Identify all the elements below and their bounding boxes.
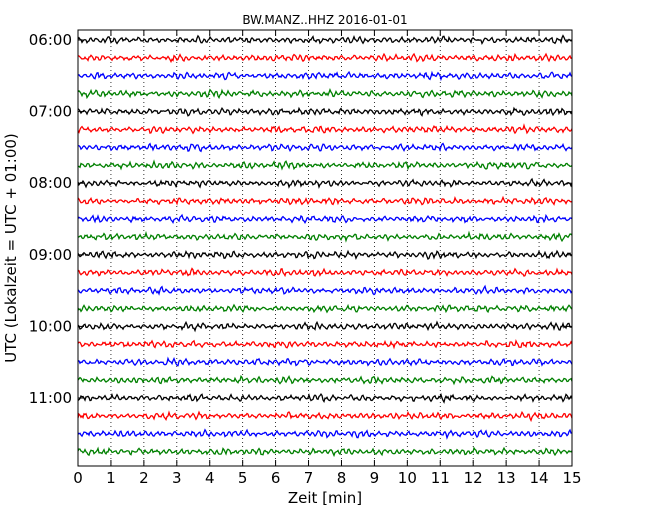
x-tick-label: 10 bbox=[398, 469, 417, 487]
x-tick-label: 3 bbox=[172, 469, 182, 487]
x-tick-label: 0 bbox=[73, 469, 83, 487]
trace-1015 bbox=[77, 339, 573, 350]
y-time-labels: 06:00 07:00 08:00 09:00 10:00 11:00 bbox=[29, 31, 72, 407]
trace-1100 bbox=[77, 392, 573, 404]
x-tick-label: 2 bbox=[139, 469, 149, 487]
axis-ticks bbox=[77, 30, 573, 466]
trace-1130 bbox=[77, 428, 573, 440]
trace-0715 bbox=[77, 123, 573, 135]
trace-0600 bbox=[77, 34, 573, 46]
trace-0945 bbox=[77, 303, 573, 314]
x-tick-label: 13 bbox=[497, 469, 516, 487]
time-label: 06:00 bbox=[29, 31, 72, 49]
x-tick-label: 14 bbox=[530, 469, 549, 487]
trace-0830 bbox=[77, 213, 573, 225]
trace-0815 bbox=[77, 195, 573, 206]
time-label: 07:00 bbox=[29, 103, 72, 121]
trace-0900 bbox=[77, 249, 573, 261]
trace-0930 bbox=[77, 284, 573, 296]
time-label: 10:00 bbox=[29, 317, 72, 335]
trace-1145 bbox=[77, 446, 573, 458]
x-tick-label: 12 bbox=[464, 469, 483, 487]
plot-frame bbox=[77, 29, 573, 467]
seismogram-traces bbox=[77, 34, 573, 458]
x-tick-label: 1 bbox=[106, 469, 116, 487]
time-label: 08:00 bbox=[29, 174, 72, 192]
x-tick-label: 5 bbox=[238, 469, 248, 487]
trace-0800 bbox=[77, 177, 573, 189]
x-tick-label: 9 bbox=[370, 469, 380, 487]
trace-1030 bbox=[77, 356, 573, 367]
trace-0700 bbox=[77, 106, 573, 117]
time-label: 11:00 bbox=[29, 389, 72, 407]
trace-1115 bbox=[77, 410, 573, 423]
chart-title: BW.MANZ..HHZ 2016-01-01 bbox=[242, 13, 407, 27]
trace-0915 bbox=[77, 267, 573, 278]
trace-0645 bbox=[77, 87, 573, 100]
x-tick-label: 8 bbox=[337, 469, 347, 487]
time-label: 09:00 bbox=[29, 246, 72, 264]
x-tick-label: 11 bbox=[431, 469, 450, 487]
x-tick-label: 15 bbox=[562, 469, 581, 487]
trace-1045 bbox=[77, 374, 573, 386]
trace-0845 bbox=[77, 230, 573, 243]
trace-0630 bbox=[77, 70, 573, 82]
trace-0730 bbox=[78, 142, 573, 153]
trace-0745 bbox=[77, 159, 573, 171]
x-tick-labels: 0 1 2 3 4 5 6 7 8 9 10 11 12 13 14 15 bbox=[73, 469, 581, 487]
x-axis-label: Zeit [min] bbox=[288, 489, 362, 507]
y-axis-label: UTC (Lokalzeit = UTC + 01:00) bbox=[2, 133, 20, 363]
x-tick-label: 4 bbox=[205, 469, 215, 487]
x-tick-label: 7 bbox=[304, 469, 314, 487]
trace-0615 bbox=[77, 52, 573, 64]
x-tick-label: 6 bbox=[271, 469, 281, 487]
trace-1000 bbox=[77, 320, 573, 333]
vertical-grid bbox=[110, 30, 540, 466]
